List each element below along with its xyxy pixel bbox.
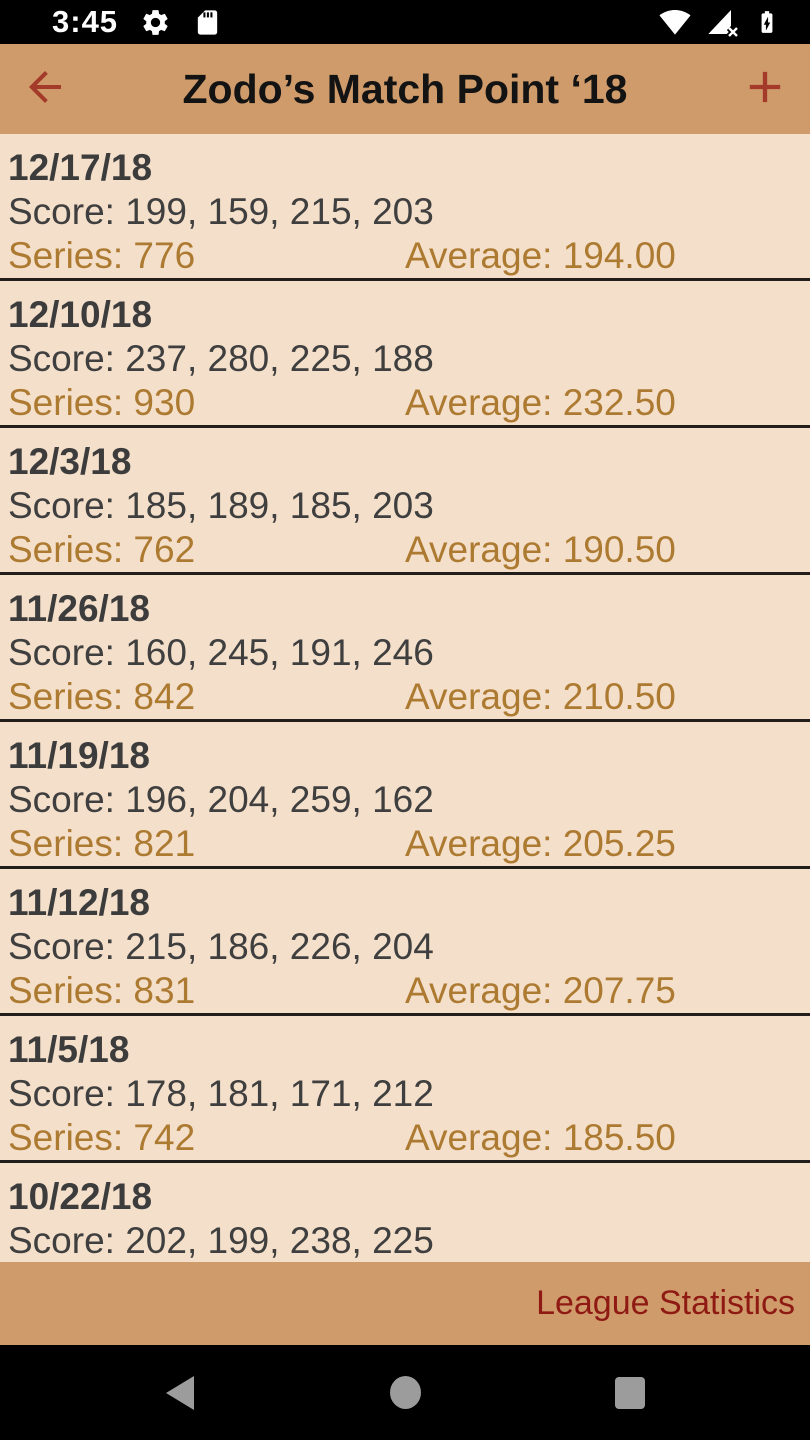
game-average: Average: 194.00 xyxy=(405,235,676,276)
game-stats-row: Series: 762 Average: 190.50 xyxy=(8,528,802,572)
android-nav-bar xyxy=(0,1345,810,1440)
game-scores: Score: 202, 199, 238, 225 xyxy=(8,1220,434,1261)
game-entry[interactable]: 11/19/18 Score: 196, 204, 259, 162 Serie… xyxy=(0,722,810,869)
game-entry[interactable]: 12/3/18 Score: 185, 189, 185, 203 Series… xyxy=(0,428,810,575)
league-statistics-link[interactable]: League Statistics xyxy=(536,1284,795,1322)
status-bar-left: 3:45 xyxy=(0,4,222,40)
game-date: 11/12/18 xyxy=(8,882,150,923)
game-stats-row: Series: 842 Average: 210.50 xyxy=(8,675,802,719)
game-stats-row: Series: 776 Average: 194.00 xyxy=(8,234,802,278)
back-arrow-icon xyxy=(21,63,69,116)
page-title: Zodo’s Match Point ‘18 xyxy=(182,65,628,112)
game-date: 11/26/18 xyxy=(8,588,150,629)
game-date: 10/22/18 xyxy=(8,1176,153,1217)
app-header: Zodo’s Match Point ‘18 xyxy=(0,44,810,134)
game-series: Series: 930 xyxy=(8,382,196,423)
nav-recents-button[interactable] xyxy=(600,1363,660,1423)
nav-back-icon xyxy=(166,1375,194,1410)
footer-bar: League Statistics xyxy=(0,1262,810,1345)
back-button[interactable] xyxy=(0,63,90,116)
settings-icon xyxy=(140,7,171,38)
cellular-no-signal-icon xyxy=(706,6,740,38)
games-list[interactable]: 12/17/18 Score: 199, 159, 215, 203 Serie… xyxy=(0,134,810,1345)
game-scores: Score: 199, 159, 215, 203 xyxy=(8,191,434,232)
game-series: Series: 831 xyxy=(8,970,196,1011)
game-entry[interactable]: 11/5/18 Score: 178, 181, 171, 212 Series… xyxy=(0,1016,810,1163)
wifi-icon xyxy=(658,6,692,38)
game-stats-row: Series: 821 Average: 205.25 xyxy=(8,822,802,866)
nav-back-button[interactable] xyxy=(150,1363,210,1423)
nav-recents-icon xyxy=(615,1376,645,1409)
game-average: Average: 207.75 xyxy=(405,970,676,1011)
game-series: Series: 742 xyxy=(8,1117,196,1158)
game-entry[interactable]: 11/26/18 Score: 160, 245, 191, 246 Serie… xyxy=(0,575,810,722)
game-average: Average: 190.50 xyxy=(405,529,676,570)
battery-charging-icon xyxy=(754,4,780,40)
game-date: 11/5/18 xyxy=(8,1029,130,1070)
game-average: Average: 210.50 xyxy=(405,676,676,717)
game-scores: Score: 215, 186, 226, 204 xyxy=(8,926,434,967)
game-entry[interactable]: 12/17/18 Score: 199, 159, 215, 203 Serie… xyxy=(0,134,810,281)
game-scores: Score: 237, 280, 225, 188 xyxy=(8,338,434,379)
game-date: 12/10/18 xyxy=(8,294,153,335)
game-scores: Score: 160, 245, 191, 246 xyxy=(8,632,434,673)
game-stats-row: Series: 831 Average: 207.75 xyxy=(8,969,802,1013)
status-bar-right xyxy=(658,4,810,40)
game-scores: Score: 185, 189, 185, 203 xyxy=(8,485,434,526)
game-date: 12/3/18 xyxy=(8,441,132,482)
sdcard-icon xyxy=(193,7,222,38)
game-entry[interactable]: 12/10/18 Score: 237, 280, 225, 188 Serie… xyxy=(0,281,810,428)
game-series: Series: 776 xyxy=(8,235,196,276)
game-stats-row: Series: 742 Average: 185.50 xyxy=(8,1116,802,1160)
game-average: Average: 232.50 xyxy=(405,382,676,423)
game-stats-row: Series: 930 Average: 232.50 xyxy=(8,381,802,425)
game-scores: Score: 178, 181, 171, 212 xyxy=(8,1073,434,1114)
game-average: Average: 205.25 xyxy=(405,823,676,864)
game-date: 11/19/18 xyxy=(8,735,150,776)
game-series: Series: 821 xyxy=(8,823,196,864)
clock: 3:45 xyxy=(52,4,119,39)
plus-icon xyxy=(739,61,791,118)
game-scores: Score: 196, 204, 259, 162 xyxy=(8,779,434,820)
nav-home-icon xyxy=(389,1376,421,1409)
game-date: 12/17/18 xyxy=(8,147,153,188)
game-entry[interactable]: 10/22/18 Score: 202, 199, 238, 225 xyxy=(0,1163,810,1266)
game-entry[interactable]: 11/12/18 Score: 215, 186, 226, 204 Serie… xyxy=(0,869,810,1016)
game-series: Series: 762 xyxy=(8,529,196,570)
nav-home-button[interactable] xyxy=(375,1363,435,1423)
status-bar: 3:45 xyxy=(0,0,810,44)
game-average: Average: 185.50 xyxy=(405,1117,676,1158)
add-game-button[interactable] xyxy=(720,61,810,118)
game-series: Series: 842 xyxy=(8,676,196,717)
